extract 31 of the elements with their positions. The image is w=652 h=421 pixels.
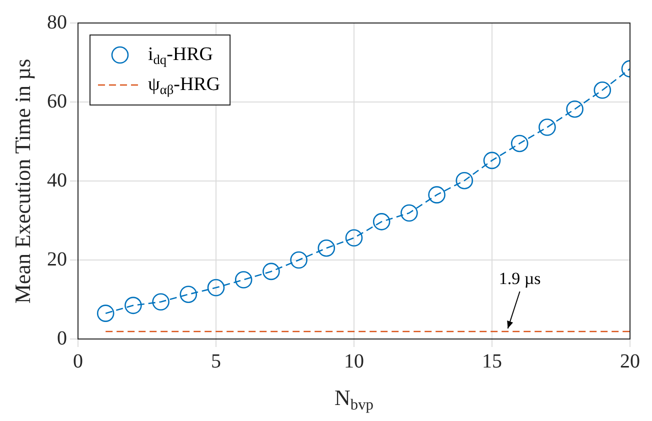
y-tick-label: 0	[57, 327, 67, 350]
point	[594, 82, 612, 99]
point	[180, 286, 198, 304]
x-tick-label: 10	[344, 350, 364, 372]
y-axis-title: Mean Execution Time in µs	[10, 58, 35, 304]
y-tick-label: 20	[47, 248, 67, 270]
point	[124, 296, 142, 314]
point	[400, 204, 418, 222]
y-tick-label: 60	[47, 90, 67, 112]
annotation: 1.9 µs	[498, 268, 541, 288]
x-tick-label: 20	[620, 350, 640, 372]
point	[566, 100, 584, 118]
x-tick-label: 0	[73, 350, 83, 372]
point	[152, 293, 170, 311]
x-tick-label: 5	[211, 350, 221, 372]
point	[510, 134, 528, 152]
point	[345, 229, 363, 247]
point	[262, 262, 280, 280]
point	[207, 279, 225, 296]
y-tick-label: 80	[47, 11, 67, 34]
point	[538, 118, 556, 136]
point	[483, 152, 501, 170]
y-tick-label: 40	[47, 169, 67, 192]
point	[234, 271, 252, 288]
point	[290, 251, 308, 269]
point	[96, 304, 114, 322]
x-tick-label: 15	[482, 350, 502, 372]
point	[428, 186, 446, 204]
point	[372, 213, 390, 230]
point	[456, 172, 474, 190]
point	[318, 240, 336, 257]
